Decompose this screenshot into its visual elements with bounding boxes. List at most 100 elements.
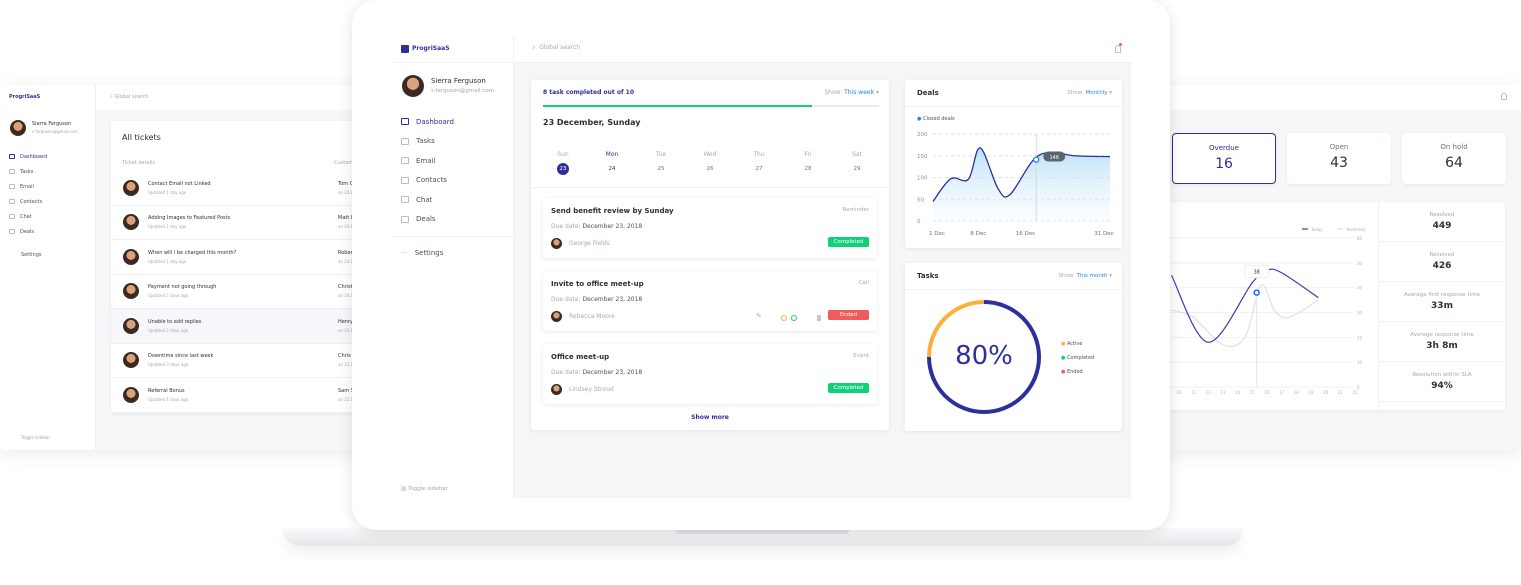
task-card[interactable]: Office meet-up Event Due date: December … bbox=[543, 344, 877, 404]
top-bar: ⌕ Global search bbox=[514, 37, 1131, 63]
tasks-donut-card: Tasks Show: This month ▾ 80% ● Active ● C… bbox=[905, 263, 1122, 431]
trash-icon[interactable] bbox=[817, 315, 821, 321]
show-value: This month bbox=[1076, 273, 1108, 279]
sidebar-item-settings[interactable]: ··· Settings bbox=[401, 243, 443, 263]
ticket-row[interactable]: Adding Images to Featured Posts Updated 1… bbox=[111, 206, 370, 240]
x-tick-label: 31 Dec bbox=[1094, 231, 1113, 237]
avatar bbox=[123, 214, 139, 231]
sidebar-item-tasks[interactable]: Tasks bbox=[401, 132, 454, 152]
bell-icon[interactable] bbox=[1115, 45, 1121, 53]
avatar bbox=[10, 120, 26, 136]
stat-on-hold[interactable]: On hold 64 bbox=[1402, 133, 1506, 184]
day-tue[interactable]: Tue 25 bbox=[651, 151, 671, 175]
ticket-row[interactable]: Downtime since last week Updated 3 days a… bbox=[111, 344, 370, 378]
brand-logo: ProgriSaaS bbox=[9, 94, 41, 100]
task-card[interactable]: Invite to office meet-up Call Due date: … bbox=[543, 271, 877, 331]
settings-link[interactable]: Settings bbox=[21, 252, 42, 258]
col-customer: Customer bbox=[334, 160, 359, 166]
day-number: 23 bbox=[557, 163, 569, 175]
sidebar-item-chat[interactable]: Chat bbox=[401, 190, 454, 210]
day-thu[interactable]: Thu 27 bbox=[749, 151, 769, 175]
legend-label: Closed deals bbox=[922, 116, 955, 122]
ticket-row[interactable]: When will I be charged this month? Update… bbox=[111, 240, 370, 275]
ticket-row[interactable]: Contact Email not Linked Updated 1 day ag… bbox=[111, 171, 370, 206]
sidebar-item-email[interactable]: Email bbox=[9, 179, 47, 194]
ticket-customer: Christia bbox=[338, 284, 358, 291]
status-active-icon[interactable] bbox=[781, 315, 787, 321]
settings-label: Settings bbox=[414, 248, 444, 257]
due-date: December 23, 2018 bbox=[582, 369, 643, 376]
show-value: Monthly bbox=[1085, 90, 1108, 96]
toggle-sidebar[interactable]: ▥ Toggle sidebar bbox=[401, 486, 448, 492]
day-name: Thu bbox=[753, 151, 765, 158]
nav-label: Email bbox=[416, 156, 436, 165]
ticket-date: on 24.05 bbox=[338, 327, 356, 333]
day-mon[interactable]: Mon 24 bbox=[602, 151, 622, 175]
legend-active: ● Active bbox=[1061, 341, 1094, 347]
status-completed-icon[interactable] bbox=[791, 315, 797, 321]
deals-show-dropdown[interactable]: Show: Monthly ▾ bbox=[1067, 90, 1112, 96]
deals-icon bbox=[401, 215, 409, 223]
donut-chart bbox=[927, 300, 1041, 414]
edit-icon[interactable]: ✎ bbox=[756, 312, 762, 320]
avatar bbox=[551, 384, 562, 395]
show-dropdown[interactable]: Show: This week ▾ bbox=[824, 89, 879, 96]
sidebar-item-contacts[interactable]: Contacts bbox=[401, 171, 454, 191]
x-tick-label: 21 bbox=[1338, 390, 1344, 395]
nav-label: Dashboard bbox=[20, 153, 48, 160]
ticket-row[interactable]: Unable to add replies Updated 2 days ago … bbox=[111, 309, 370, 344]
sidebar-item-dashboard[interactable]: Dashboard bbox=[401, 112, 454, 132]
ticket-date: on 24.05 bbox=[338, 258, 356, 264]
sidebar-item-chat[interactable]: Chat bbox=[9, 209, 47, 224]
task-card[interactable]: Send benefit review by Sunday Reminder D… bbox=[543, 198, 877, 258]
stat-label: Overdue bbox=[1209, 144, 1239, 152]
ticket-customer: Henry C bbox=[338, 318, 359, 325]
day-fri[interactable]: Fri 28 bbox=[798, 151, 818, 175]
stat-overdue[interactable]: Overdue 16 bbox=[1172, 133, 1276, 184]
search-placeholder: Global search bbox=[539, 44, 581, 51]
ticket-updated: Updated 4 days ago bbox=[148, 396, 189, 402]
toggle-sidebar[interactable]: Toggle sidebar bbox=[21, 435, 50, 440]
sidebar-item-tasks[interactable]: Tasks bbox=[9, 164, 47, 179]
sidebar-item-deals[interactable]: Deals bbox=[401, 210, 454, 230]
ticket-row[interactable]: Payment not going through Updated 2 days … bbox=[111, 275, 370, 309]
stat-open[interactable]: Open 43 bbox=[1287, 133, 1391, 184]
day-number: 27 bbox=[755, 166, 763, 172]
legend-dot: ● bbox=[1061, 369, 1066, 375]
search-input[interactable]: ⌕ Global search bbox=[110, 94, 149, 100]
task-type: Reminder bbox=[842, 207, 869, 213]
side-stat: Average response time 3h 8m bbox=[1379, 322, 1505, 362]
ticket-updated: Updated 1 day ago bbox=[148, 258, 187, 264]
bell-icon[interactable] bbox=[1501, 93, 1507, 100]
ticket-title: Contact Email not Linked bbox=[148, 180, 211, 187]
y-tick-label: 50 bbox=[917, 197, 924, 203]
day-wed[interactable]: Wed 26 bbox=[700, 151, 720, 175]
day-sat[interactable]: Sat 29 bbox=[847, 151, 867, 175]
side-stat: Average first response time 33m bbox=[1379, 282, 1505, 322]
stat-value: 16 bbox=[1215, 156, 1233, 172]
sidebar-item-deals[interactable]: Deals bbox=[9, 224, 47, 239]
legend-label: Active bbox=[1066, 341, 1083, 347]
stat-value: 43 bbox=[1330, 155, 1348, 171]
avatar bbox=[551, 311, 562, 322]
day-number: 24 bbox=[608, 166, 616, 172]
side-stat-value: 33m bbox=[1431, 301, 1453, 311]
sidebar: ProgriSaaS Sierra Ferguson s.ferguson@gm… bbox=[0, 85, 96, 450]
brand-logo: ProgriSaaS bbox=[412, 45, 450, 52]
x-tick-label: 10 bbox=[1176, 390, 1182, 395]
tasks-title: Tasks bbox=[917, 272, 939, 280]
avatar bbox=[123, 317, 139, 334]
sidebar-item-dashboard[interactable]: Dashboard bbox=[9, 149, 47, 164]
y-tick-label: 50 bbox=[1357, 261, 1363, 266]
show-more-link[interactable]: Show more bbox=[691, 414, 729, 421]
sidebar-item-contacts[interactable]: Contacts bbox=[9, 194, 47, 209]
tooltip bbox=[1043, 151, 1066, 162]
day-sun[interactable]: Sun 23 bbox=[553, 151, 573, 175]
side-stat-label: Average first response time bbox=[1404, 292, 1480, 298]
progress-bar bbox=[543, 105, 879, 107]
ticket-row[interactable]: Referral Bonus Updated 4 days ago Sam Sm o… bbox=[111, 378, 370, 413]
sidebar-item-email[interactable]: Email bbox=[401, 151, 454, 171]
tasks-show-dropdown[interactable]: Show: This month ▾ bbox=[1058, 273, 1112, 279]
ticket-title: Unable to add replies bbox=[148, 318, 202, 325]
search-input[interactable]: ⌕ Global search bbox=[532, 44, 581, 51]
